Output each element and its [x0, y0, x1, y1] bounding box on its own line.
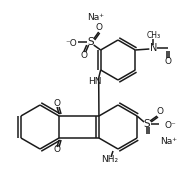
Text: O: O	[54, 99, 61, 108]
Text: N: N	[150, 43, 157, 53]
Text: CH₃: CH₃	[146, 31, 160, 40]
Text: O: O	[80, 52, 87, 61]
Text: O: O	[157, 107, 164, 116]
Text: ⁻O: ⁻O	[66, 39, 78, 48]
Text: HN: HN	[88, 78, 101, 86]
Text: Na⁺: Na⁺	[161, 138, 177, 147]
Text: S: S	[87, 37, 94, 47]
Text: O: O	[165, 57, 172, 66]
Text: O⁻: O⁻	[164, 121, 176, 130]
Text: O: O	[54, 145, 61, 154]
Text: Na⁺: Na⁺	[87, 12, 104, 21]
Text: NH₂: NH₂	[101, 156, 119, 165]
Text: S: S	[144, 119, 150, 129]
Text: O: O	[95, 24, 102, 33]
